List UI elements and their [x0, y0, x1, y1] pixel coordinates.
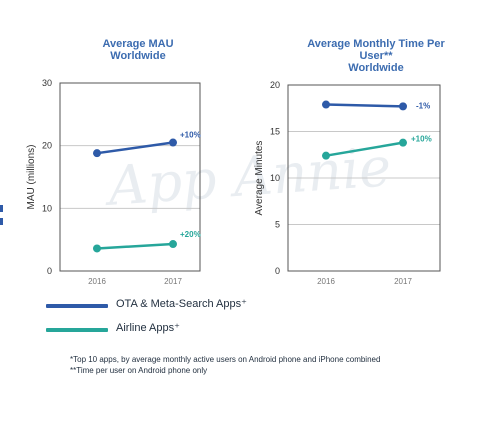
- series-line: [96, 141, 174, 155]
- series-line: [325, 141, 404, 157]
- data-point: [169, 138, 177, 147]
- chart-title-line: Worldwide: [348, 62, 403, 74]
- change-label: +20%: [180, 230, 201, 239]
- footnote-2: **Time per user on Android phone only: [70, 366, 208, 375]
- y-tick-label: 0: [275, 266, 280, 276]
- x-tick-label: 2016: [317, 277, 335, 286]
- legend-swatch-ota: [46, 304, 108, 308]
- data-point: [399, 138, 407, 147]
- edge-mark: [0, 218, 3, 225]
- series-line: [325, 103, 404, 108]
- chart-title-line: Average MAU: [102, 38, 173, 50]
- data-point: [322, 100, 330, 109]
- y-tick-label: 5: [275, 220, 280, 230]
- data-point: [93, 244, 101, 253]
- legend-swatch-airline: [46, 328, 108, 332]
- legend: OTA & Meta-Search Apps⁺ Airline Apps⁺: [46, 297, 346, 345]
- y-axis-label: Average Minutes: [254, 141, 265, 216]
- legend-label-airline: Airline Apps⁺: [116, 322, 180, 334]
- footnotes: *Top 10 apps, by average monthly active …: [70, 354, 400, 376]
- legend-label-ota: OTA & Meta-Search Apps⁺: [116, 298, 247, 310]
- x-tick-label: 2016: [88, 277, 106, 286]
- chart-title-line: Worldwide: [110, 50, 165, 62]
- y-tick-label: 15: [270, 127, 280, 137]
- data-point: [322, 151, 330, 160]
- y-tick-label: 0: [47, 266, 52, 276]
- x-tick-label: 2017: [394, 277, 412, 286]
- y-tick-label: 30: [42, 78, 52, 88]
- data-point: [169, 240, 177, 249]
- y-tick-label: 10: [270, 173, 280, 183]
- chart-title-line: User**: [359, 50, 393, 62]
- plot-frame: [59, 82, 201, 272]
- y-tick-label: 10: [42, 203, 52, 213]
- data-point: [399, 102, 407, 111]
- change-label: -1%: [416, 101, 430, 110]
- legend-item-ota: OTA & Meta-Search Apps⁺: [46, 297, 346, 317]
- y-tick-label: 20: [270, 80, 280, 90]
- change-label: +10%: [411, 135, 432, 144]
- y-tick-label: 20: [42, 141, 52, 151]
- legend-item-airline: Airline Apps⁺: [46, 321, 346, 341]
- edge-mark: [0, 205, 3, 212]
- x-tick-label: 2017: [164, 277, 182, 286]
- series-line: [96, 242, 174, 250]
- y-axis-label: MAU (millions): [26, 145, 37, 210]
- plot-frame: [287, 84, 441, 272]
- chart-title-line: Average Monthly Time Per: [307, 38, 445, 50]
- change-label: +10%: [180, 131, 201, 140]
- data-point: [93, 149, 101, 158]
- footnote-1: *Top 10 apps, by average monthly active …: [70, 355, 381, 364]
